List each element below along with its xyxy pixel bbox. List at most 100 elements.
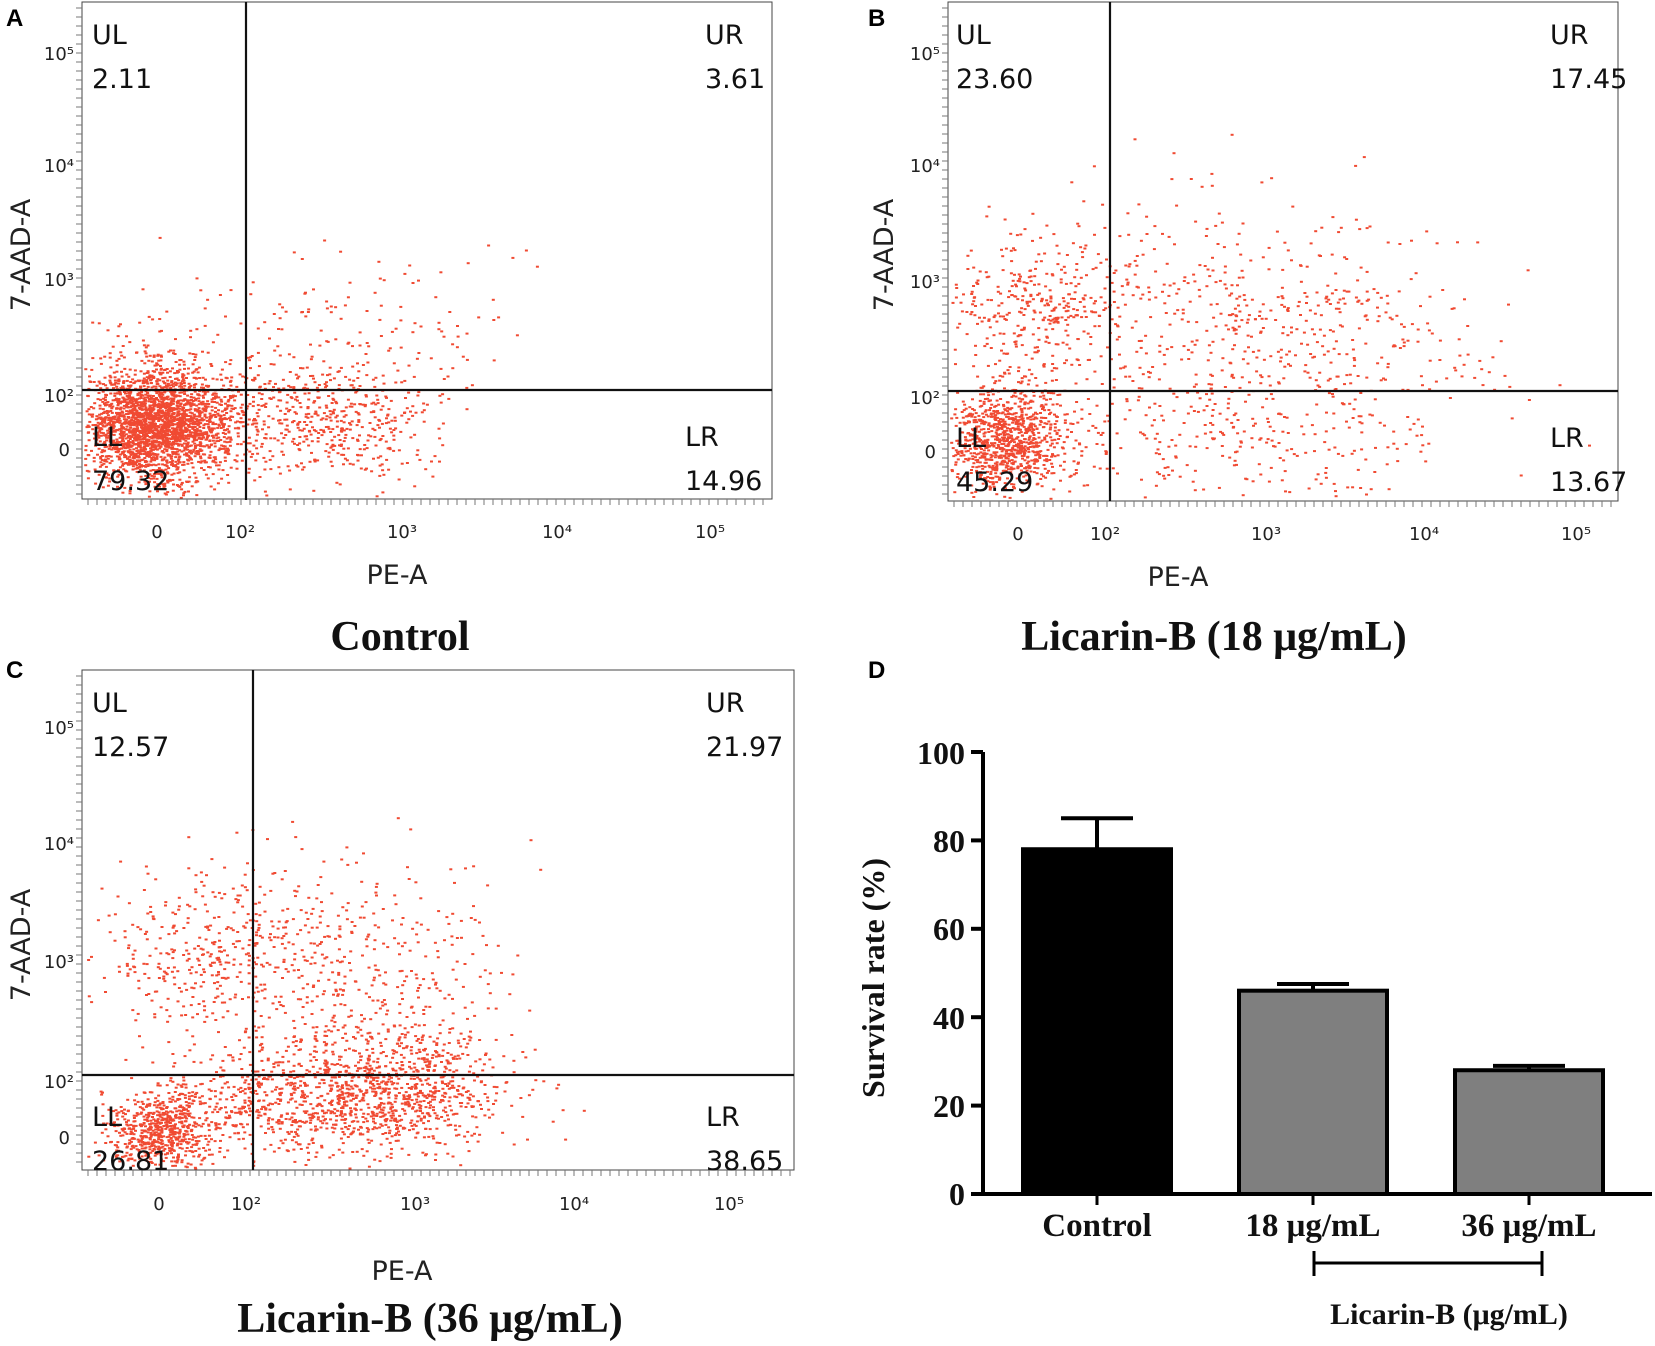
panel-a-dot [351,365,355,368]
panel-a-dot [147,417,151,420]
panel-b-dot [1048,398,1052,401]
panel-a-dot [215,395,218,398]
panel-b-dot [1234,328,1238,331]
panel-a-dot [153,436,157,439]
panel-a-dot [109,410,113,412]
panel-a-dot [340,430,344,433]
panel-a-dot [115,447,119,450]
panel-b-dot [970,311,974,313]
panel-a-dot [183,442,186,445]
panel-a-dot [119,414,123,417]
panel-a-dot [335,420,339,423]
panel-a-dot [164,445,168,448]
panel-b-dot [1082,200,1086,203]
panel-a-dot [171,393,175,396]
panel-a-dot [165,439,169,442]
panel-a-dot [146,371,150,374]
panel-b-dot [1400,323,1403,326]
panel-b-dot [1316,304,1320,307]
panel-b-dot [1112,301,1116,303]
panel-b-dot [1237,304,1240,307]
panel-a-dot [131,440,135,442]
panel-a-dot [347,341,351,344]
panel-a-dot [143,441,147,444]
panel-b-dot [1062,265,1066,268]
panel-b-dot [1386,366,1390,369]
panel-b-dot [1070,297,1073,300]
panel-b-dot [1234,314,1238,317]
panel-a-dot [399,319,403,322]
panel-a-dot [159,430,163,433]
panel-a-dot [376,402,380,405]
panel-b-dot [1340,325,1344,328]
panel-b-dot [983,439,987,442]
panel-a-dot [291,440,295,443]
panel-a-dot [151,370,155,373]
panel-b-dot [985,337,989,340]
panel-a-dot [199,445,203,448]
panel-b-dot [987,431,991,433]
panel-a-dot [111,345,115,348]
panel-b-dot [1099,261,1103,264]
panel-b-dot [1114,269,1118,272]
panel-a-dot [407,364,411,367]
panel-b-dot [987,449,991,452]
panel-b-dot [982,316,986,319]
panel-a-dot [148,374,152,377]
panel-b-dot [1234,332,1238,335]
panel-b-dot [1147,370,1150,373]
panel-a-dot [360,426,364,429]
panel-b-dot [1223,283,1227,286]
panel-a-dot [146,396,150,399]
panel-a-dot [84,464,88,467]
panel-a-dot [269,437,273,440]
panel-a-dot [143,450,147,453]
panel-a-dot [168,440,172,443]
panel-a-dot [138,431,142,434]
panel-a-dot [105,455,109,458]
panel-a-dot [280,422,284,425]
panel-b-dot [980,419,984,422]
panel-a-dot [201,350,204,353]
panel-b-dot [1011,446,1015,449]
panel-a-dot [165,434,169,437]
panel-a-dot [125,425,129,428]
panel-b-dot [1009,471,1013,474]
panel-a-dot [180,424,184,427]
panel-b-dot [990,430,994,433]
panel-a-dot [227,481,231,484]
panel-a-dot [166,382,170,385]
panel-a-dot [173,451,177,454]
panel-a-dot [139,442,143,445]
panel-b-dot [1003,408,1007,411]
panel-b-dot [1230,284,1234,287]
panel-a-dot [260,442,264,445]
panel-a-dot [170,410,174,413]
panel-b-dot [1013,428,1017,431]
panel-a-dot [307,308,311,311]
panel-a-dot [145,379,149,382]
panel-a-dot [120,447,124,450]
panel-a-dot [190,403,193,405]
panel-a-dot [169,407,173,410]
panel-a-dot [106,484,110,487]
panel-a-dot [118,391,122,394]
panel-a-dot [203,423,207,426]
panel-a-dot [397,478,401,481]
panel-b-dot [1043,422,1047,425]
panel-a-dot [205,436,209,439]
panel-b-dot [1055,420,1059,423]
panel-b-dot [1019,441,1023,444]
panel-a-dot [348,428,352,431]
panel-a-dot [182,360,186,363]
panel-a-dot [310,440,314,443]
panel-a-dot [188,425,192,428]
panel-b-dot [1047,409,1051,411]
panel-a-dot [144,418,148,421]
panel-a-dot [180,391,184,394]
panel-a-dot [186,441,190,444]
panel-b-dot [1086,398,1090,400]
panel-a-dot [329,446,333,449]
panel-a-dot [163,464,167,467]
panel-b-dot [953,413,957,416]
